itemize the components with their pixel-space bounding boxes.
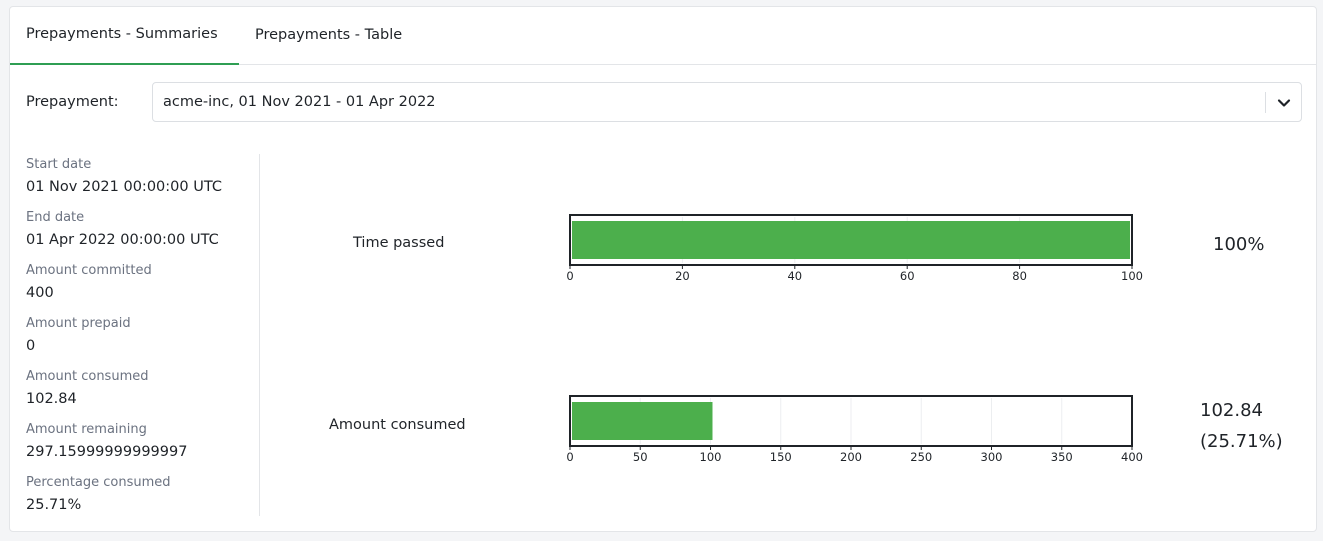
percentage-consumed-value: 25.71%: [26, 497, 82, 513]
amount-consumed-chart-label: Amount consumed: [329, 417, 466, 433]
x-tick-label: 400: [1121, 450, 1143, 464]
start-date-label: Start date: [26, 157, 92, 172]
time-passed-value: 100%: [1213, 234, 1265, 255]
amount-consumed-value: 102.84: [26, 391, 77, 407]
bar-frame: [569, 214, 1133, 266]
x-tick-label: 0: [566, 269, 573, 283]
x-tick-label: 250: [910, 450, 932, 464]
summary-divider: [259, 154, 260, 516]
x-tick-label: 50: [633, 450, 648, 464]
chevron-down-icon[interactable]: [1277, 96, 1291, 110]
amount-consumed-bar-chart: 0 50 100 150 200 250 300 350 400: [566, 395, 1143, 464]
x-tick-label: 80: [1012, 269, 1027, 283]
bar-fill: [572, 221, 1130, 259]
prepayments-card: Prepayments - Summaries Prepayments - Ta…: [9, 6, 1317, 532]
percentage-consumed-label: Percentage consumed: [26, 475, 171, 490]
time-passed-bar-chart: 0 20 40 60 80 100: [566, 214, 1143, 283]
end-date-value: 01 Apr 2022 00:00:00 UTC: [26, 232, 219, 248]
tab-bar: Prepayments - Summaries Prepayments - Ta…: [10, 7, 1316, 65]
x-tick-label: 150: [770, 450, 792, 464]
select-separator: [1265, 92, 1266, 113]
x-tick-label: 100: [1121, 269, 1143, 283]
amount-consumed-value-line2: (25.71%): [1200, 431, 1283, 452]
x-tick-label: 350: [1051, 450, 1073, 464]
tab-prepayments-table[interactable]: Prepayments - Table: [255, 27, 403, 43]
x-tick-label: 300: [981, 450, 1003, 464]
amount-consumed-value-line1: 102.84: [1200, 400, 1263, 421]
x-tick-label: 200: [840, 450, 862, 464]
amount-prepaid-value: 0: [26, 338, 36, 354]
amount-prepaid-label: Amount prepaid: [26, 316, 131, 331]
tab-prepayments-summaries[interactable]: Prepayments - Summaries: [26, 26, 218, 42]
x-tick-label: 40: [787, 269, 802, 283]
amount-remaining-label: Amount remaining: [26, 422, 147, 437]
prepayment-select[interactable]: acme-inc, 01 Nov 2021 - 01 Apr 2022: [152, 82, 1302, 122]
amount-consumed-label: Amount consumed: [26, 369, 149, 384]
x-tick-label: 100: [700, 450, 722, 464]
x-tick-label: 20: [675, 269, 690, 283]
amount-remaining-value: 297.15999999999997: [26, 444, 188, 460]
active-tab-indicator: [10, 63, 239, 65]
start-date-value: 01 Nov 2021 00:00:00 UTC: [26, 179, 222, 195]
bar-fill: [572, 402, 713, 440]
end-date-label: End date: [26, 210, 85, 225]
time-passed-label: Time passed: [353, 235, 445, 251]
prepayment-select-value: acme-inc, 01 Nov 2021 - 01 Apr 2022: [163, 94, 436, 110]
amount-committed-value: 400: [26, 285, 54, 301]
x-tick-label: 60: [900, 269, 915, 283]
prepayment-label: Prepayment:: [26, 94, 119, 110]
amount-committed-label: Amount committed: [26, 263, 152, 278]
x-tick-label: 0: [566, 450, 573, 464]
